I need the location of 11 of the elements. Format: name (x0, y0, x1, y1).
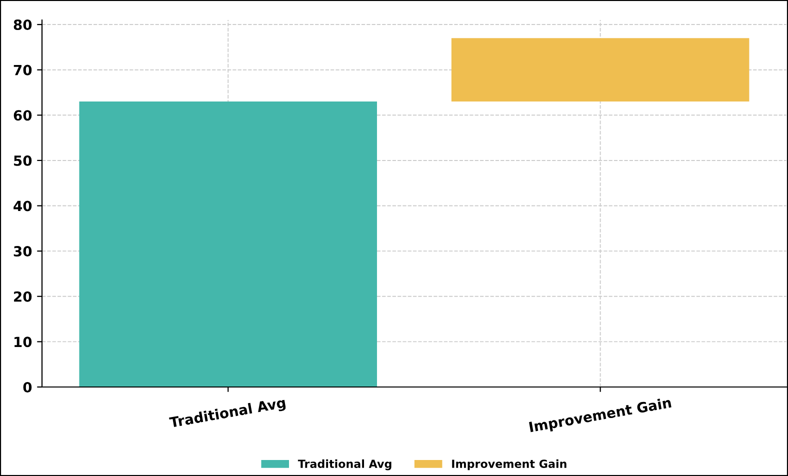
y-tick-label: 50 (14, 155, 32, 166)
y-tick-label: 70 (14, 64, 32, 76)
y-tick-label: 40 (14, 200, 32, 212)
y-tick-label: 0 (23, 382, 32, 392)
legend-label: Traditional Avg (298, 459, 392, 470)
y-tick-label: 20 (14, 291, 32, 302)
y-tick-label: 80 (14, 20, 32, 30)
legend-label: Improvement Gain (452, 459, 566, 470)
y-tick-label: 60 (14, 110, 32, 121)
y-tick-label: 30 (14, 246, 32, 257)
y-tick-label: 10 (14, 336, 32, 348)
